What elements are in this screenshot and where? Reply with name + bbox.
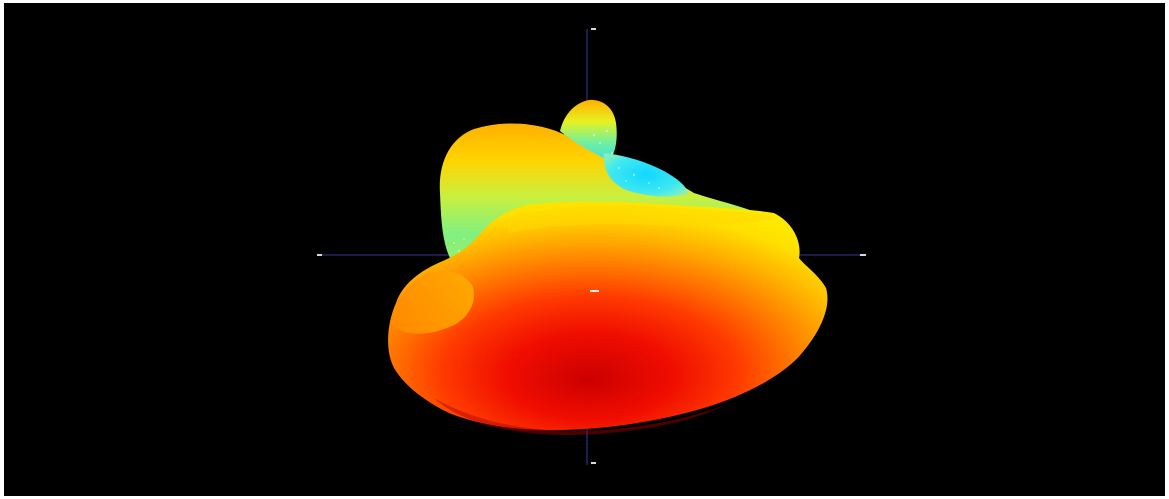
cyan-region [603,153,688,197]
surface-speckle [453,129,660,253]
right-tick [860,254,866,256]
top-peak [560,99,617,161]
main-lobe [388,201,828,431]
3d-viewport[interactable] [4,3,1165,496]
radiation-pattern-render [317,28,866,465]
main-lobe-rim [504,205,772,233]
center-tick [590,290,599,292]
left-shoulder [390,270,474,334]
bottom-tick [591,462,596,464]
top-tick [591,28,596,30]
left-tick [317,254,322,256]
bottom-shadow [434,398,724,435]
